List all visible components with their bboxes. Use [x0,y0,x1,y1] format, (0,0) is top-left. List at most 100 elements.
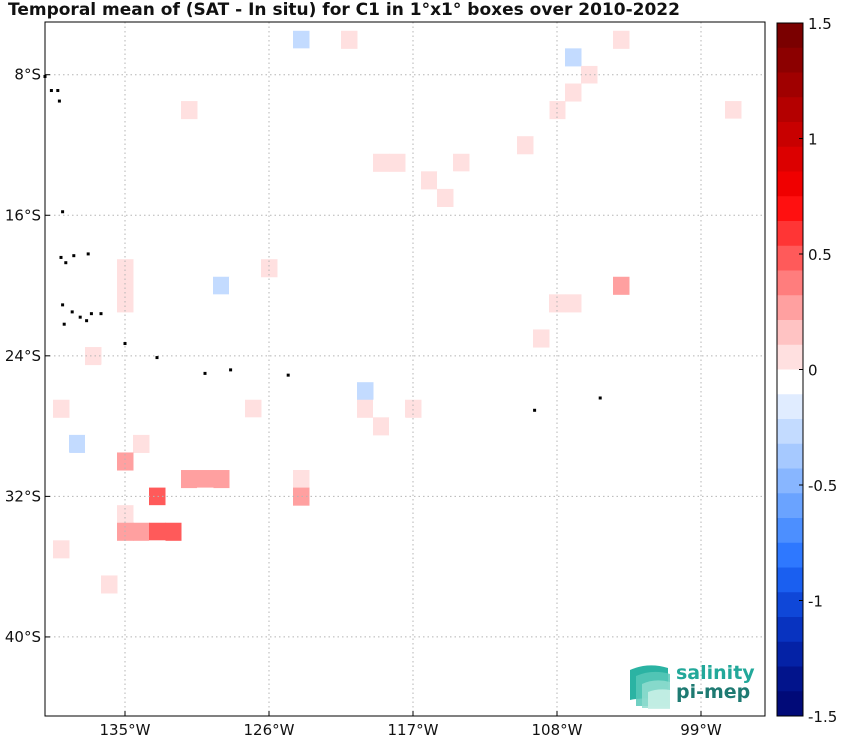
island-dot [72,254,76,258]
data-cell [485,136,502,155]
colorbar-tick-label: 0 [808,362,818,380]
colorbar-swatch [777,394,803,420]
lon-tick-label: 108°W [532,721,583,739]
data-cell [293,470,310,489]
colorbar-swatch [777,221,803,247]
island-dot [533,408,537,412]
data-cell [325,259,342,278]
colorbar-swatch [777,146,803,172]
colorbar-swatch [777,592,803,618]
island-dot [78,315,82,319]
data-cell [453,153,470,172]
lon-tick-label: 135°W [100,721,151,739]
data-cell [373,153,390,172]
island-dot [61,303,65,307]
data-cell [661,188,678,207]
lat-tick-label: 16°S [5,206,41,224]
logo-line2: pi-mep [676,681,750,703]
lon-tick-label: 117°W [388,721,439,739]
data-cell [613,30,630,49]
colorbar-swatch [777,468,803,494]
longitude-ticks: 135°W 126°W 117°W 108°W 99°W [100,711,722,739]
colorbar-tick-label: -0.5 [808,477,837,495]
island-dot [85,319,89,323]
data-cell [117,505,134,524]
colorbar-swatch [777,320,803,346]
data-cell [101,452,118,471]
data-cell [245,364,262,383]
island-dot [62,322,66,326]
data-cell [277,294,294,313]
data-cell [613,276,630,295]
map-title: Temporal mean of (SAT - In situ) for C1 … [8,0,680,20]
data-cell [69,434,86,453]
data-cell [277,188,294,207]
data-cell [389,153,406,172]
island-dot [99,312,103,316]
data-cell [645,136,662,155]
island-dot [49,89,53,93]
map-frame [44,21,766,717]
data-cell [357,399,374,418]
data-cell [293,188,310,207]
data-cell [53,399,70,418]
data-cell [677,136,694,155]
island-dot [61,210,65,214]
data-cell [485,329,502,348]
data-cell [197,470,214,489]
data-cell [661,206,678,225]
data-cell [213,276,230,295]
data-cell [453,171,470,190]
data-cell [149,540,166,559]
data-cell [261,48,278,67]
data-cell [245,399,262,418]
data-cell [101,575,118,594]
lon-tick-label: 126°W [244,721,295,739]
data-cell [501,329,518,348]
lat-tick-label: 8°S [14,66,41,84]
data-cell [53,522,70,541]
data-cells [37,30,742,594]
data-cell [549,294,566,313]
data-cell [85,434,102,453]
data-cell [421,171,438,190]
lat-tick-label: 24°S [5,347,41,365]
data-cell [149,505,166,524]
colorbar-swatch [777,23,803,49]
data-cell [69,575,86,594]
island-dot [89,312,93,316]
island-dot [70,310,74,314]
data-cell [149,522,166,541]
colorbar-tick-label: 1 [808,131,818,149]
data-cell [261,259,278,278]
colorbar-tick-label: -1.5 [808,708,837,726]
island-dot [86,252,90,256]
colorbar-swatch [777,493,803,519]
colorbar-tick-label: 0.5 [808,246,832,264]
data-cell [485,206,502,225]
data-cell [501,136,518,155]
island-dot [56,89,60,93]
data-cell [85,417,102,436]
colorbar-tick-label: -1 [808,593,823,611]
data-cell [469,136,486,155]
data-cell [469,118,486,137]
colorbar-swatch [777,72,803,98]
data-cell [53,540,70,559]
colorbar-swatch [777,344,803,370]
data-cell [501,311,518,330]
data-cell [133,434,150,453]
data-cell [581,83,598,102]
data-cell [181,101,198,120]
data-cell [549,259,566,278]
data-cell [197,487,214,506]
data-cell [565,83,582,102]
data-cell [181,470,198,489]
data-cell [565,48,582,67]
data-cell [565,294,582,313]
data-cell [533,329,550,348]
colorbar-swatch [777,443,803,469]
data-cell [629,206,646,225]
colorbar-swatch [777,641,803,667]
